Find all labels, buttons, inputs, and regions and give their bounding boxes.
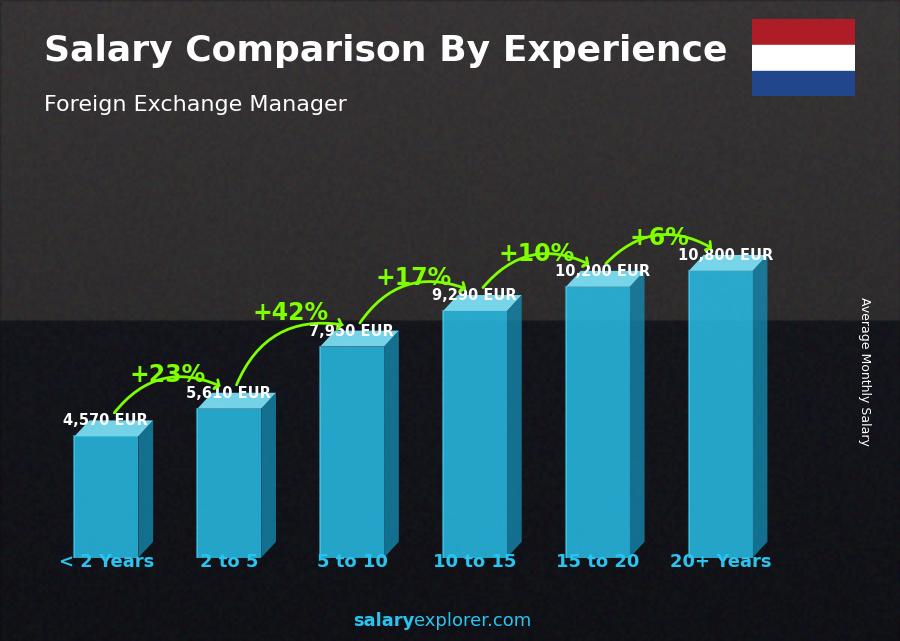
Polygon shape xyxy=(139,420,153,558)
Text: +17%: +17% xyxy=(375,266,452,290)
Polygon shape xyxy=(197,409,261,558)
Text: Salary Comparison By Experience: Salary Comparison By Experience xyxy=(44,34,728,68)
Polygon shape xyxy=(507,295,522,558)
Text: salary: salary xyxy=(353,612,414,630)
Polygon shape xyxy=(752,255,768,558)
Text: Foreign Exchange Manager: Foreign Exchange Manager xyxy=(44,95,347,115)
Polygon shape xyxy=(443,295,522,311)
Text: 10,200 EUR: 10,200 EUR xyxy=(555,264,650,279)
Bar xyxy=(752,45,855,71)
Text: 10 to 15: 10 to 15 xyxy=(433,553,517,571)
Text: 20+ Years: 20+ Years xyxy=(670,553,771,571)
Text: +23%: +23% xyxy=(130,363,206,387)
Polygon shape xyxy=(566,271,644,287)
Polygon shape xyxy=(443,311,507,558)
Polygon shape xyxy=(320,347,384,558)
Text: +42%: +42% xyxy=(253,301,328,326)
Text: 5 to 10: 5 to 10 xyxy=(317,553,388,571)
Polygon shape xyxy=(384,331,399,558)
Text: 10,800 EUR: 10,800 EUR xyxy=(678,248,773,263)
Text: +6%: +6% xyxy=(629,226,689,249)
Text: 15 to 20: 15 to 20 xyxy=(556,553,640,571)
Text: +10%: +10% xyxy=(499,242,574,265)
Text: explorer.com: explorer.com xyxy=(414,612,531,630)
Polygon shape xyxy=(630,271,644,558)
Polygon shape xyxy=(75,437,139,558)
Text: 7,950 EUR: 7,950 EUR xyxy=(309,324,394,338)
Polygon shape xyxy=(688,271,752,558)
Text: < 2 Years: < 2 Years xyxy=(58,553,154,571)
Text: 9,290 EUR: 9,290 EUR xyxy=(432,288,517,303)
Polygon shape xyxy=(320,331,399,347)
Polygon shape xyxy=(197,393,276,409)
Text: Average Monthly Salary: Average Monthly Salary xyxy=(858,297,870,446)
Polygon shape xyxy=(688,255,768,271)
Polygon shape xyxy=(261,393,276,558)
Text: 5,610 EUR: 5,610 EUR xyxy=(186,386,271,401)
Text: 2 to 5: 2 to 5 xyxy=(200,553,258,571)
Text: 4,570 EUR: 4,570 EUR xyxy=(63,413,148,428)
Polygon shape xyxy=(566,287,630,558)
Bar xyxy=(752,71,855,96)
Polygon shape xyxy=(75,420,153,437)
Bar xyxy=(752,19,855,45)
